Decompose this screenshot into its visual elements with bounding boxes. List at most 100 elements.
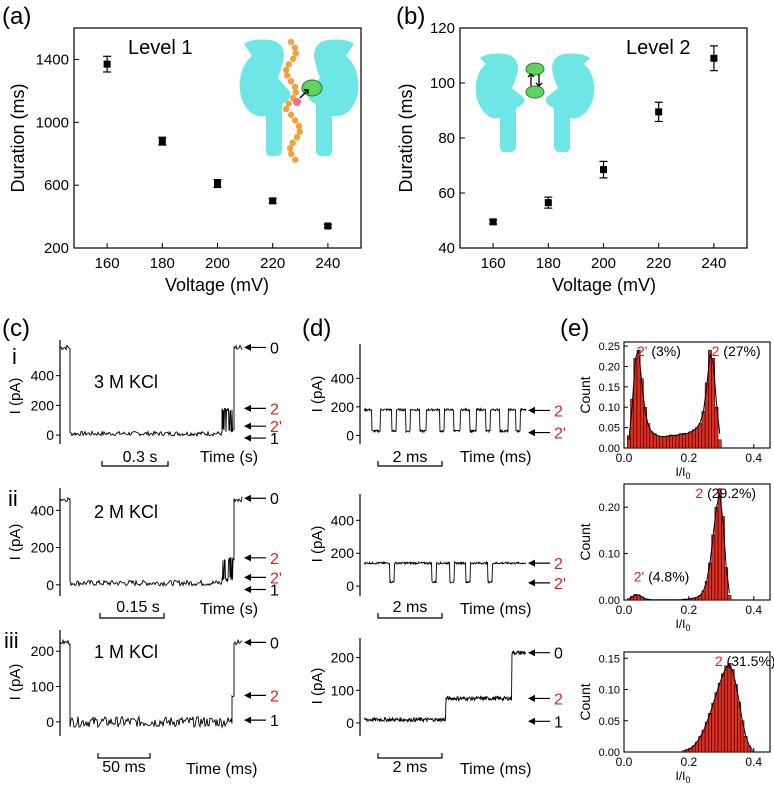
chain-bead [292,50,300,57]
fit-curve [628,350,721,440]
level-label: 0 [270,340,279,357]
y-tick-label: 40 [438,240,455,257]
chain-bead [291,83,299,91]
y-tick-label: 0.00 [599,747,620,759]
data-point [710,54,718,62]
histogram-bar [649,431,654,449]
level-arrow-head [528,717,535,725]
chain-bead [283,72,291,79]
level-arrow-head [244,585,251,593]
peak-annotation: 2 (29.2%) [695,485,756,501]
y-axis-label-c2: I (pA) [7,524,24,561]
histogram-bar [721,673,725,753]
level-arrow-head [244,638,251,646]
peak-annotation: 2 (27%) [712,343,761,359]
protein-upper-icon [525,62,545,76]
protein-lower-icon [525,85,545,99]
data-point [214,180,221,188]
data-point [103,60,111,68]
histogram-bar [734,684,738,753]
pore-left [239,39,291,156]
histogram-bar [730,669,735,753]
chain-bead [292,156,299,163]
y-axis-label: Count [577,376,593,413]
y-axis-label-a: Duration (ms) [8,83,28,192]
x-tick-label: 0.2 [681,755,698,769]
y-tick-label: 400 [31,368,55,384]
scale-bar-label-c3: 50 ms [102,759,146,776]
chain-bead [289,139,296,146]
x-tick-label: 0.4 [745,603,762,617]
chain-bead [286,145,294,152]
y-tick-label: 0.10 [599,549,620,561]
panel-d: 0 200 400 2 2' 0 200 400 2 2' 0 100 200 0 2 1 [331,344,566,759]
y-axis-label-d2: I (pA) [309,526,326,563]
x-tick-label: 0.4 [745,451,762,465]
panel-label-e: (e) [560,315,589,342]
y-tick-label: 100 [31,679,55,695]
current-trace [59,496,243,588]
y-tick-label: 200 [31,540,55,556]
level-arrow-head [244,554,251,562]
y-tick-label: 0.20 [599,502,620,514]
level-label: 2' [270,419,282,436]
scale-bar [377,753,443,759]
y-tick-label: 0 [346,578,354,594]
time-label-d2: Time (ms) [460,601,531,618]
y-axis-label: Count [577,523,593,560]
panel-label-c: (c) [2,315,30,342]
time-label-d1: Time (ms) [460,449,531,466]
level-label: 0 [270,635,279,652]
y-tick-label: 400 [331,512,355,528]
binding-arrow-icon [299,89,309,99]
pore-left [475,53,525,152]
data-point [655,108,663,116]
level-arrow-head [528,559,535,567]
y-tick-label: 0.15 [599,382,620,394]
peak-annotation: 2' (3%) [637,343,681,359]
level-label: 2 [554,691,563,708]
level-label: 2 [270,401,279,418]
panel-label-b: (b) [396,3,425,30]
histogram-bar [717,439,722,449]
histogram-bar [698,423,703,449]
chain-bead [291,117,299,124]
level-arrow-head [244,573,251,581]
panel-e: 0.0 0.2 0.4 0.00 0.05 0.10 0.15 0.20 0.25 2' (3%)… [577,341,774,785]
data-point [158,137,166,145]
histogram-bar [678,433,683,449]
scale-bar-label-d3: 2 ms [393,759,428,776]
current-trace [363,649,527,724]
y-tick-label: 0.25 [599,341,620,353]
histogram-bar [695,427,699,449]
panel-label-a: (a) [2,3,31,30]
y-tick-label: 0.20 [599,361,620,373]
histogram-bar [711,703,716,753]
histogram-bar [750,749,755,753]
x-tick-label: 0.4 [745,755,762,769]
chain-bead [287,111,295,119]
y-tick-label: 200 [31,643,55,659]
level-label: 2' [270,570,282,587]
chain-bead [288,150,295,158]
condition-label-1M: 1 M KCl [94,642,158,662]
y-axis-label-b: Duration (ms) [396,83,416,192]
x-tick-label: 160 [481,255,506,272]
histogram-bar [656,435,660,449]
current-trace [59,638,243,729]
scale-bar-label-c1: 0.3 s [123,449,158,466]
tag-bead [293,98,301,106]
x-axis-label-b: Voltage (mV) [552,275,656,295]
row-label-iii: iii [4,628,19,653]
level-label: 0 [554,646,563,663]
x-tick-label: 240 [315,255,340,272]
level-arrow-head [528,429,535,437]
row-label-ii: ii [8,486,18,511]
y-axis-label: Count [577,683,593,720]
fit-curve [683,663,753,752]
level-arrow-head [244,404,251,412]
time-label-c1: Time (s) [200,449,258,466]
y-tick-label: 0 [46,427,54,443]
y-tick-label: 200 [31,397,55,413]
level-label: 2 [270,551,279,568]
